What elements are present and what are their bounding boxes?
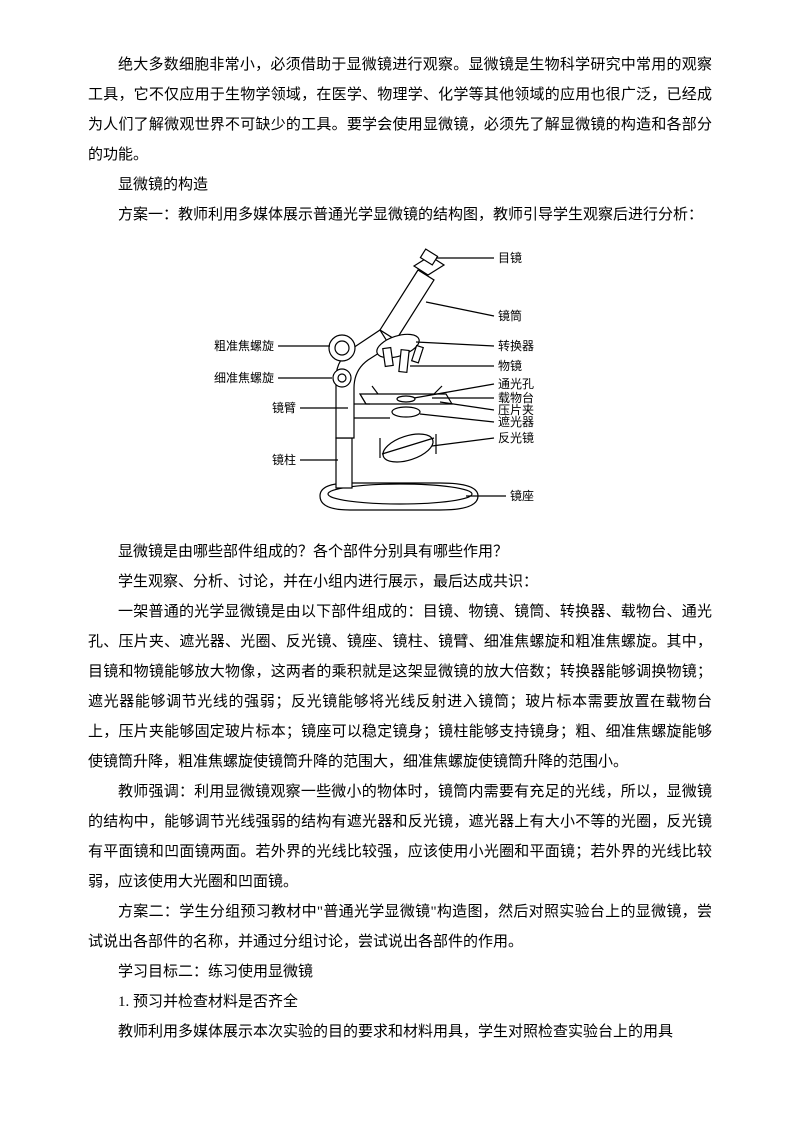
teacher-materials: 教师利用多媒体展示本次实验的目的要求和材料用具，学生对照检查实验台上的用具 xyxy=(88,1017,712,1047)
label-base: 镜座 xyxy=(510,490,534,502)
plan-one-intro: 方案一：教师利用多媒体展示普通光学显微镜的结构图，教师引导学生观察后进行分析： xyxy=(88,200,712,230)
microscope-diagram: 目镜 镜筒 转换器 物镜 通光孔 载物台 压片夹 遮光器 反光镜 镜座 粗准焦螺… xyxy=(230,238,570,518)
label-arm: 镜臂 xyxy=(272,402,296,414)
objective-two: 学习目标二：练习使用显微镜 xyxy=(88,957,712,987)
intro-paragraph: 绝大多数细胞非常小，必须借助于显微镜进行观察。显微镜是生物科学研究中常用的观察工… xyxy=(88,50,712,170)
label-hole: 通光孔 xyxy=(498,378,534,390)
student-activity: 学生观察、分析、讨论，并在小组内进行展示，最后达成共识： xyxy=(88,567,712,597)
step-one: 1. 预习并检查材料是否齐全 xyxy=(88,987,712,1017)
label-tube: 镜筒 xyxy=(498,310,522,322)
components-paragraph: 一架普通的光学显微镜是由以下部件组成的：目镜、物镜、镜筒、转换器、载物台、通光孔… xyxy=(88,597,712,777)
label-fine: 细准焦螺旋 xyxy=(214,372,274,384)
label-coarse: 粗准焦螺旋 xyxy=(214,340,274,352)
label-revolver: 转换器 xyxy=(498,340,534,352)
plan-two: 方案二：学生分组预习教材中"普通光学显微镜"构造图，然后对照实验台上的显微镜，尝… xyxy=(88,897,712,957)
microscope-figure-container: 目镜 镜筒 转换器 物镜 通光孔 载物台 压片夹 遮光器 反光镜 镜座 粗准焦螺… xyxy=(88,238,712,529)
label-pillar: 镜柱 xyxy=(272,454,296,466)
teacher-emphasis: 教师强调：利用显微镜观察一些微小的物体时，镜筒内需要有充足的光线，所以，显微镜的… xyxy=(88,777,712,897)
heading-structure: 显微镜的构造 xyxy=(88,170,712,200)
label-eyepiece: 目镜 xyxy=(498,252,522,264)
question-parts: 显微镜是由哪些部件组成的？各个部件分别具有哪些作用？ xyxy=(88,537,712,567)
label-mirror: 反光镜 xyxy=(498,432,534,444)
label-objective: 物镜 xyxy=(498,360,522,372)
label-diaphragm: 遮光器 xyxy=(498,416,534,428)
